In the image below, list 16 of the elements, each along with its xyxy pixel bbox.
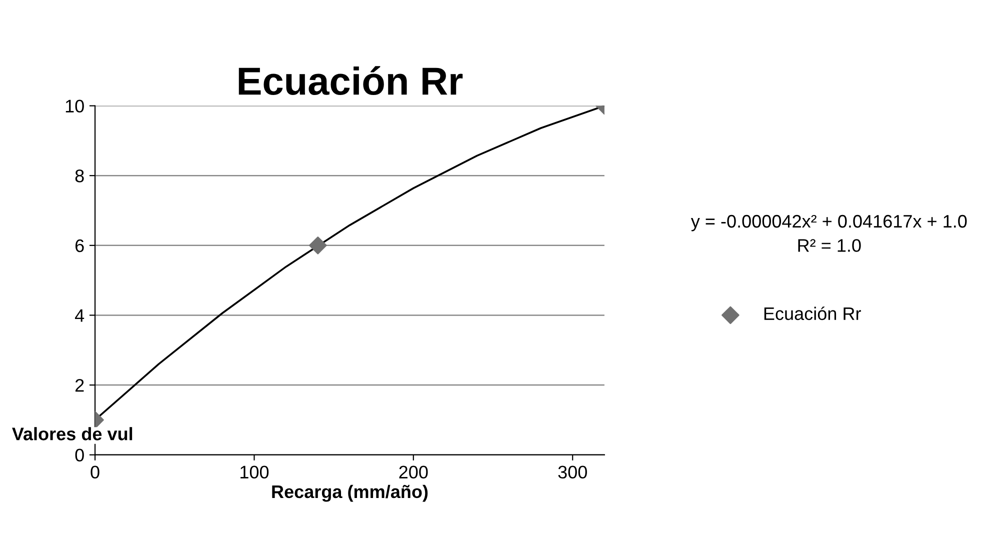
y-tick-label: 0 [75, 448, 84, 462]
text: R² = 1.0 [798, 239, 861, 252]
y-tick-label: 6 [75, 239, 84, 252]
x-tick-label: 100 [240, 466, 269, 479]
y-tick-label: 2 [75, 378, 84, 392]
chart-title: Ecuación Rr [238, 66, 463, 96]
y-axis-title: Valores de vul [12, 427, 132, 440]
y-tick-label: 10 [66, 100, 84, 113]
y-tick-label: 8 [75, 170, 84, 182]
legend-label: Ecuación Rr [764, 306, 861, 320]
x-tick-label: 200 [399, 466, 428, 479]
x-axis-title: Recarga (mm/año) [272, 484, 428, 502]
y-tick-label: 4 [74, 309, 84, 322]
text: y = -0.000042x² + 0.041617x + 1.0 [690, 214, 967, 232]
x-tick-label: 0 [90, 466, 100, 479]
x-tick-label: 300 [558, 466, 587, 479]
